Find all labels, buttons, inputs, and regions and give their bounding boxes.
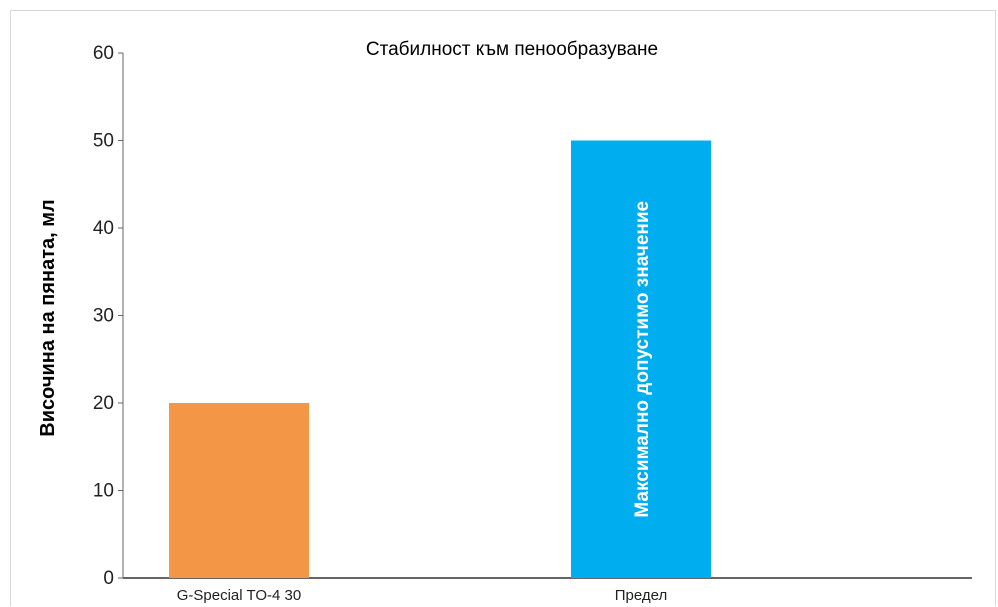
bar xyxy=(169,403,309,578)
x-tick-label: G-Special TO-4 30 xyxy=(177,587,302,604)
y-tick-label: 0 xyxy=(103,568,114,589)
chart-frame xyxy=(10,10,996,606)
y-tick-label: 20 xyxy=(93,393,114,414)
y-axis-label: Височина на пяната, мл xyxy=(37,199,59,437)
y-tick-label: 10 xyxy=(93,481,114,502)
bar-annotation: Максимално допустимо значение xyxy=(632,201,653,518)
y-tick-label: 40 xyxy=(93,218,114,239)
y-tick-label: 30 xyxy=(93,306,114,327)
chart-title: Стабилност към пенообразуване xyxy=(366,39,658,60)
y-tick-label: 50 xyxy=(93,131,114,152)
bar xyxy=(571,140,711,578)
y-tick-label: 60 xyxy=(93,43,114,64)
x-tick-label: Предел xyxy=(615,587,668,604)
plot-area: 0 10 20 30 40 50 60 G-Special TO-4 30 Предел Макс… xyxy=(93,43,972,604)
